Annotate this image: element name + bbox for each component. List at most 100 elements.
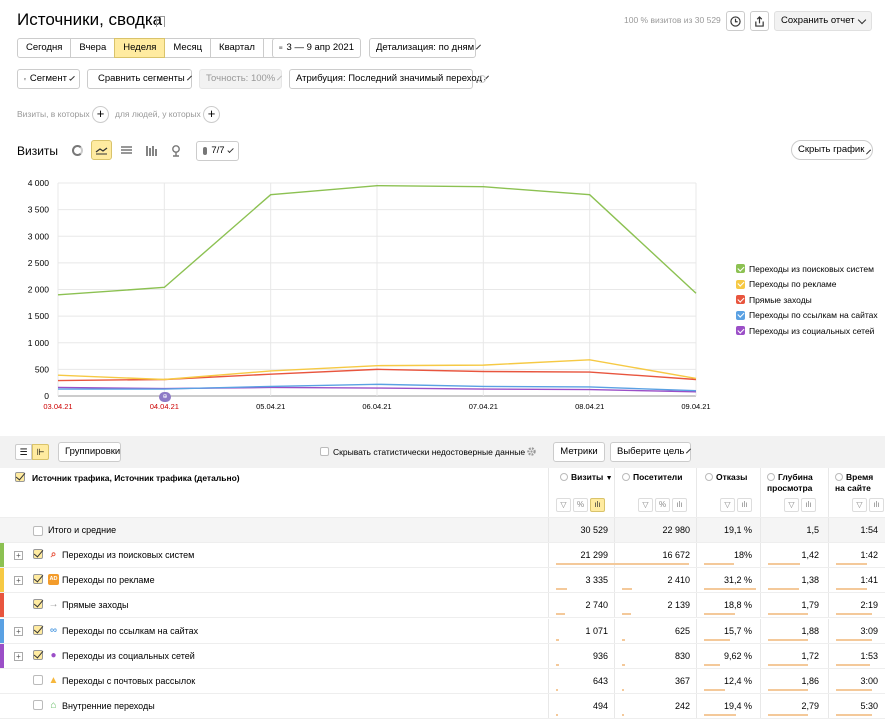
select-all-checkbox[interactable]: [15, 472, 25, 482]
tab-quarter[interactable]: Квартал: [210, 38, 264, 58]
map-pin-icon[interactable]: [171, 145, 181, 157]
legend-item[interactable]: Прямые заходы: [736, 292, 878, 308]
legend-item[interactable]: Переходы из поисковых систем: [736, 261, 878, 277]
table-row[interactable]: + ∞ Переходы по ссылкам на сайтах 1 071 625 1…: [0, 618, 885, 644]
bookmark-icon[interactable]: [156, 16, 165, 27]
legend-checkbox[interactable]: [736, 310, 745, 320]
area-chart-icon[interactable]: [121, 145, 132, 156]
value-bar: [556, 663, 559, 666]
value-bar: [768, 689, 808, 691]
legend-item[interactable]: Переходы по ссылкам на сайтах: [736, 308, 878, 324]
hide-chart-button[interactable]: Скрыть график: [791, 140, 873, 160]
total-checkbox[interactable]: [33, 526, 43, 536]
segment-button[interactable]: Сегмент: [17, 69, 80, 89]
total-depth: 1,5: [806, 525, 819, 535]
tab-today[interactable]: Сегодня: [17, 38, 72, 58]
percent-icon[interactable]: %: [573, 498, 588, 512]
row-checkbox[interactable]: [33, 599, 43, 610]
compare-segments-button[interactable]: Сравнить сегменты: [87, 69, 192, 89]
column-depth[interactable]: Глубина просмотра: [767, 472, 825, 494]
column-bounces[interactable]: Отказы: [705, 472, 747, 483]
value-bar: [622, 588, 632, 591]
goal-dropdown[interactable]: Выберите цель: [610, 442, 692, 462]
expand-toggle[interactable]: +: [14, 576, 23, 586]
pie-chart-icon[interactable]: [72, 145, 83, 156]
row-checkbox[interactable]: [33, 549, 43, 559]
table-row[interactable]: ▲ Переходы с почтовых рассылок 643 367 12,4 …: [0, 669, 885, 694]
legend-item[interactable]: Переходы по рекламе: [736, 277, 878, 293]
bar-chart-icon[interactable]: [146, 145, 157, 156]
value-bar: [836, 689, 872, 691]
date-range-picker[interactable]: 3 — 9 апр 2021: [272, 38, 361, 58]
filter-icon[interactable]: ▽: [638, 498, 653, 512]
row-value: 21 299: [580, 550, 608, 560]
row-checkbox[interactable]: [33, 700, 43, 711]
row-checkbox[interactable]: [33, 649, 43, 660]
value-bar: [836, 613, 872, 616]
expand-toggle[interactable]: +: [14, 626, 23, 636]
value-bar: [836, 638, 872, 641]
value-bar: [768, 588, 799, 591]
table-row[interactable]: ⌂ Внутренние переходы 494 242 19,4 % 2,79 5:30: [0, 694, 885, 720]
table-row[interactable]: → Прямые заходы 2 740 2 139 18,8 % 1,79 2:19: [0, 593, 885, 619]
groupings-button[interactable]: Группировки: [58, 442, 121, 462]
legend-item[interactable]: Переходы из социальных сетей: [736, 323, 878, 339]
y-tick-label: 3 500: [28, 205, 50, 215]
detail-dropdown[interactable]: Детализация: по дням: [369, 38, 482, 58]
bar-chart-icon[interactable]: ılı: [801, 498, 816, 512]
attribution-dropdown[interactable]: Атрибуция: Последний значимый переход: [289, 69, 490, 89]
gear-icon[interactable]: [526, 446, 537, 457]
series-selector[interactable]: 7/7: [196, 141, 239, 161]
save-report-button[interactable]: Сохранить отчет: [774, 11, 872, 31]
add-people-condition-button[interactable]: +: [203, 106, 220, 123]
accuracy-dropdown[interactable]: Точность: 100%: [199, 69, 283, 89]
tree-view-button[interactable]: ⊩: [32, 444, 49, 460]
row-checkbox[interactable]: [33, 675, 43, 685]
column-visits[interactable]: Визиты ▼: [560, 472, 613, 484]
percent-icon[interactable]: %: [655, 498, 670, 512]
list-view-button[interactable]: ☰: [15, 444, 32, 460]
history-button[interactable]: [726, 11, 745, 31]
filter-icon[interactable]: ▽: [784, 498, 799, 512]
legend-checkbox[interactable]: [736, 326, 745, 336]
value-bar: [704, 714, 736, 717]
dimension-header[interactable]: Источник трафика, Источник трафика (дета…: [32, 473, 240, 483]
column-divider: [760, 669, 761, 693]
table-row[interactable]: + ● Переходы из социальных сетей 936 830 9,62…: [0, 643, 885, 669]
tab-week[interactable]: Неделя: [114, 38, 166, 58]
line-chart-button[interactable]: [91, 140, 112, 160]
tab-yesterday[interactable]: Вчера: [70, 38, 116, 58]
table-row[interactable]: + AD Переходы по рекламе 3 335 2 410 31,2 % 1,…: [0, 568, 885, 594]
column-divider: [696, 568, 697, 593]
bar-chart-icon[interactable]: ılı: [737, 498, 752, 512]
value-bar: [704, 563, 734, 565]
bar-chart-icon[interactable]: ılı: [869, 498, 884, 512]
column-time[interactable]: Время на сайте: [835, 472, 875, 494]
row-value: 830: [674, 650, 690, 661]
table-row[interactable]: + ⌕ Переходы из поисковых систем 21 299 16 6…: [0, 543, 885, 568]
metrics-button[interactable]: Метрики: [553, 442, 605, 462]
bar-chart-icon[interactable]: ılı: [672, 498, 687, 512]
export-button[interactable]: [750, 11, 769, 31]
expand-toggle[interactable]: +: [14, 551, 23, 560]
help-icon[interactable]: [478, 75, 486, 83]
hide-unreliable-checkbox[interactable]: [320, 447, 329, 456]
row-checkbox[interactable]: [33, 624, 43, 635]
legend-checkbox[interactable]: [736, 295, 745, 305]
tab-month[interactable]: Месяц: [164, 38, 212, 58]
bar-chart-icon[interactable]: ılı: [590, 498, 605, 512]
row-label: Прямые заходы: [62, 600, 129, 611]
filter-icon[interactable]: ▽: [556, 498, 571, 512]
y-tick-label: 1 500: [28, 311, 50, 321]
column-visitors[interactable]: Посетители: [622, 472, 682, 483]
annotation-marker[interactable]: ⊕: [159, 392, 171, 402]
legend-checkbox[interactable]: [736, 264, 745, 274]
column-visits-label: Визиты: [571, 472, 604, 482]
add-visit-condition-button[interactable]: +: [92, 106, 109, 123]
filter-icon[interactable]: ▽: [720, 498, 735, 512]
table-toolbar: ☰ ⊩ Группировки Скрывать статистически н…: [0, 436, 885, 468]
legend-checkbox[interactable]: [736, 279, 745, 289]
row-checkbox[interactable]: [33, 574, 43, 585]
filter-icon[interactable]: ▽: [852, 498, 867, 512]
expand-toggle[interactable]: +: [14, 651, 23, 661]
